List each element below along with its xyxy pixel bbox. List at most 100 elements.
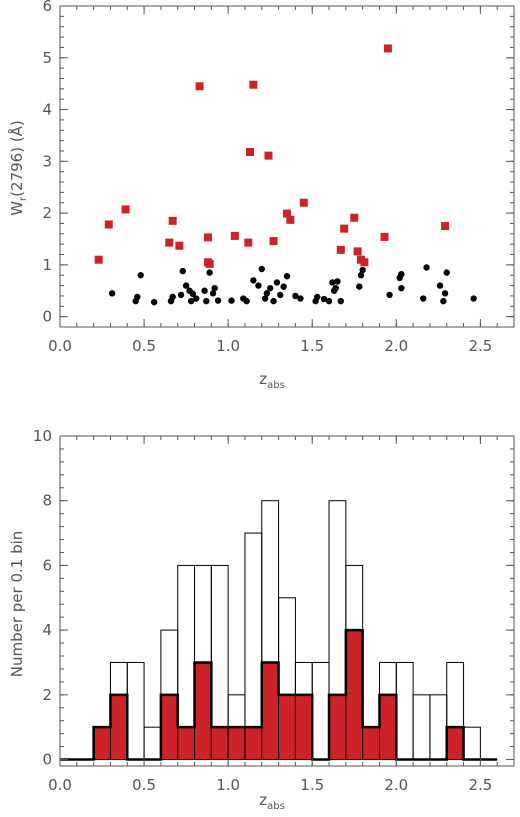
weak-absorber-point <box>209 290 217 297</box>
weak-absorber-point <box>334 278 341 285</box>
strong-absorber-point <box>269 237 278 246</box>
weak-absorber-point <box>297 295 304 302</box>
weak-absorber-point <box>359 266 366 274</box>
strong-absorber-point <box>175 241 184 250</box>
weak-absorber-point <box>206 269 213 276</box>
weak-absorber-point <box>398 284 405 292</box>
histogram-x-tick-label: 2.5 <box>468 776 492 794</box>
scatter-y-tick-label: 4 <box>42 101 52 119</box>
weak-absorber-point <box>189 290 197 298</box>
weak-absorber-point <box>443 269 450 276</box>
strong-absorber-point <box>353 247 362 256</box>
histogram-x-tick-label: 0.5 <box>132 776 156 794</box>
weak-absorber-point <box>283 273 291 280</box>
scatter-plot-frame <box>59 5 515 328</box>
strong-absorber-point <box>441 222 450 231</box>
strong-absorbers-bar <box>210 726 229 761</box>
weak-absorber-point <box>211 284 218 292</box>
strong-absorbers-bar <box>194 661 212 761</box>
strong-absorber-point <box>299 198 308 207</box>
strong-absorbers-bar <box>294 694 313 761</box>
strong-absorber-point <box>203 233 212 242</box>
scatter-y-tick-label: 6 <box>42 0 52 15</box>
scatter-axis-ticks: 0.0 0.5 1.0 1.5 2.0 2.5 0 1 2 3 4 5 6 <box>42 0 515 355</box>
histogram-x-tick-label: 1.0 <box>216 776 240 794</box>
strong-absorbers-bar <box>160 694 179 761</box>
strong-absorber-point <box>264 151 273 160</box>
scatter-x-tick-label: 0.0 <box>48 337 72 355</box>
scatter-x-tick-label: 2.0 <box>384 337 408 355</box>
histogram-y-tick-label: 4 <box>42 621 52 639</box>
all-absorbers-bar <box>395 661 414 761</box>
histogram-plot-frame <box>59 435 515 767</box>
strong-absorbers-bar <box>446 726 465 761</box>
scatter-y-tick-label: 5 <box>42 49 52 67</box>
weak-absorber-point <box>258 265 265 273</box>
weak-absorber-point <box>320 295 328 303</box>
scatter-x-tick-label: 2.5 <box>468 337 492 355</box>
weak-absorber-point <box>277 291 284 299</box>
weak-absorber-point <box>337 297 345 305</box>
histogram-bars <box>60 500 498 761</box>
weak-absorber-point <box>177 291 185 299</box>
strong-absorber-point <box>340 224 349 233</box>
all-absorbers-bar <box>126 661 145 761</box>
strong-absorber-point <box>195 82 204 91</box>
weak-absorber-point <box>440 297 447 305</box>
weak-absorber-point <box>273 279 281 286</box>
weak-absorber-point <box>441 290 449 297</box>
weak-absorber-point <box>436 282 444 289</box>
scatter-x-tick-label: 1.5 <box>300 337 324 355</box>
weak-absorber-point <box>179 267 186 275</box>
weak-absorber-point <box>182 282 190 289</box>
all-absorbers-bar <box>244 532 263 761</box>
strong-absorbers-step-outline <box>60 628 498 761</box>
scatter-x-tick-label: 1.0 <box>216 337 240 355</box>
histogram-x-tick-label: 0.0 <box>48 776 72 794</box>
weak-absorber-point <box>203 297 210 305</box>
weak-absorber-point <box>193 295 200 302</box>
weak-absorber-point <box>325 297 333 305</box>
weak-absorber-point <box>201 287 208 294</box>
weak-absorber-point <box>398 270 405 278</box>
histogram-y-tick-label: 2 <box>42 686 52 704</box>
weak-absorber-point <box>214 297 222 304</box>
weak-absorber-point <box>250 277 257 284</box>
strong-absorbers-bar <box>328 694 347 761</box>
histogram-y-tick-label: 10 <box>33 427 52 445</box>
weak-absorber-point <box>332 284 339 292</box>
scatter-x-tick-label: 0.5 <box>132 337 156 355</box>
weak-absorber-point <box>228 297 235 304</box>
strong-absorber-point <box>350 213 359 222</box>
strong-absorber-point <box>246 148 255 157</box>
weak-absorber-point <box>187 297 195 305</box>
weak-absorber-point <box>386 291 393 299</box>
weak-absorber-point <box>263 290 271 297</box>
strong-absorbers-bar <box>278 694 296 761</box>
weak-absorber-point <box>261 295 269 302</box>
strong-absorber-point <box>249 80 258 89</box>
histogram-x-tick-label: 2.0 <box>384 776 408 794</box>
all-absorbers-bar <box>429 694 448 761</box>
histogram-y-tick-label: 8 <box>42 492 52 510</box>
scatter-y-tick-label: 1 <box>42 256 52 274</box>
weak-absorber-point <box>423 264 430 271</box>
weak-absorber-point <box>470 295 477 302</box>
weak-absorber-point <box>169 293 176 301</box>
weak-absorber-point <box>314 293 321 301</box>
weak-absorber-point <box>255 282 262 289</box>
weak-absorber-point <box>357 272 365 279</box>
strong-absorber-point <box>383 44 392 53</box>
weak-absorber-point <box>420 295 427 302</box>
scatter-panel: 0.0 0.5 1.0 1.5 2.0 2.5 0 1 2 3 4 5 6 zabs Wr(2796) … <box>7 0 515 391</box>
histogram-y-axis-title: Number per 0.1 bin <box>8 531 26 678</box>
scatter-y-tick-label: 3 <box>42 152 52 170</box>
strong-absorbers-bar <box>93 726 111 761</box>
strong-absorbers-bar <box>244 726 263 761</box>
strong-absorbers-bar <box>378 694 397 761</box>
strong-absorbers-bar <box>109 694 128 761</box>
strong-absorber-point <box>165 238 174 247</box>
all-absorbers-bar <box>311 661 330 761</box>
weak-absorber-point <box>292 292 299 300</box>
